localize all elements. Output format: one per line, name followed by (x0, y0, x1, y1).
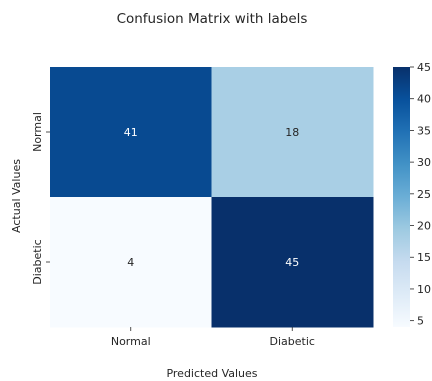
colorbar-tick-label: 25 (417, 188, 431, 201)
colorbar-ticks: 5 10 15 20 25 30 35 40 45 (410, 61, 431, 328)
x-tick-label: Diabetic (270, 335, 315, 348)
heatmap-cells (50, 67, 374, 328)
cell-annotation-1-1: 45 (285, 256, 299, 269)
y-axis-ticks: Normal Diabetic (31, 112, 50, 285)
cell-annotation-0-1: 18 (285, 126, 299, 139)
y-tick-label: Normal (31, 112, 44, 152)
cell-annotation-0-0: 41 (124, 126, 138, 139)
colorbar-tick-label: 5 (417, 315, 424, 328)
heatmap-cell-1-1 (211, 197, 374, 328)
y-tick-label: Diabetic (31, 239, 44, 284)
y-axis-label: Actual Values (10, 159, 23, 233)
cell-annotations: 41 18 4 45 (124, 126, 300, 269)
heatmap-cell-1-0 (50, 197, 212, 328)
colorbar-tick-label: 45 (417, 61, 431, 74)
colorbar-tick-label: 15 (417, 251, 431, 264)
colorbar-tick-label: 35 (417, 124, 431, 137)
cell-annotation-1-0: 4 (127, 256, 134, 269)
colorbar-tick-label: 20 (417, 220, 431, 233)
colorbar (393, 67, 410, 327)
heatmap-cell-0-1 (211, 67, 374, 198)
colorbar-tick-label: 30 (417, 156, 431, 169)
colorbar-tick-label: 40 (417, 93, 431, 106)
heatmap-cell-0-0 (50, 67, 212, 198)
colorbar-tick-label: 10 (417, 283, 431, 296)
x-axis-label: Predicted Values (166, 367, 257, 380)
chart-title: Confusion Matrix with labels (117, 11, 308, 27)
x-tick-label: Normal (111, 335, 151, 348)
x-axis-ticks: Normal Diabetic (111, 327, 315, 348)
